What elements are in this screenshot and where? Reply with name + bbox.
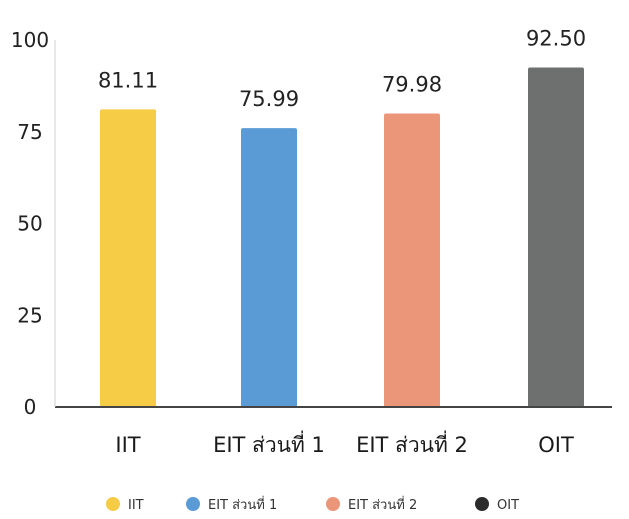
legend-marker [326,497,340,511]
legend-label: IIT [128,498,144,513]
y-tick-label: 25 [17,303,42,327]
x-tick-label: IIT [115,433,140,457]
data-label: 75.99 [239,87,299,111]
x-tick-label: OIT [538,433,574,457]
legend-marker [106,497,120,511]
y-axis: 0 25 50 75 100 [11,28,49,419]
bars [100,67,584,408]
x-axis-labels: IIT EIT ส่วนที่ 1 EIT ส่วนที่ 2 OIT [115,430,574,457]
x-tick-label: EIT ส่วนที่ 2 [356,430,468,457]
legend-label: EIT ส่วนที่ 1 [208,496,277,513]
bar [528,67,584,408]
data-label: 81.11 [98,68,158,92]
y-tick-label: 50 [17,212,42,236]
legend-label: EIT ส่วนที่ 2 [348,496,417,513]
bar [241,128,297,407]
bar [384,113,440,408]
data-label: 79.98 [382,72,442,96]
x-tick-label: EIT ส่วนที่ 1 [213,430,325,457]
y-tick-label: 100 [11,28,49,52]
y-tick-label: 75 [17,120,42,144]
value-labels: 81.11 75.99 79.98 92.50 [98,27,586,112]
data-label: 92.50 [526,27,586,51]
legend-marker [475,497,489,511]
legend-marker [186,497,200,511]
y-tick-label: 0 [24,395,37,419]
legend: IIT EIT ส่วนที่ 1 EIT ส่วนที่ 2 OIT [106,496,519,513]
legend-label: OIT [497,498,519,513]
bar [100,109,156,408]
